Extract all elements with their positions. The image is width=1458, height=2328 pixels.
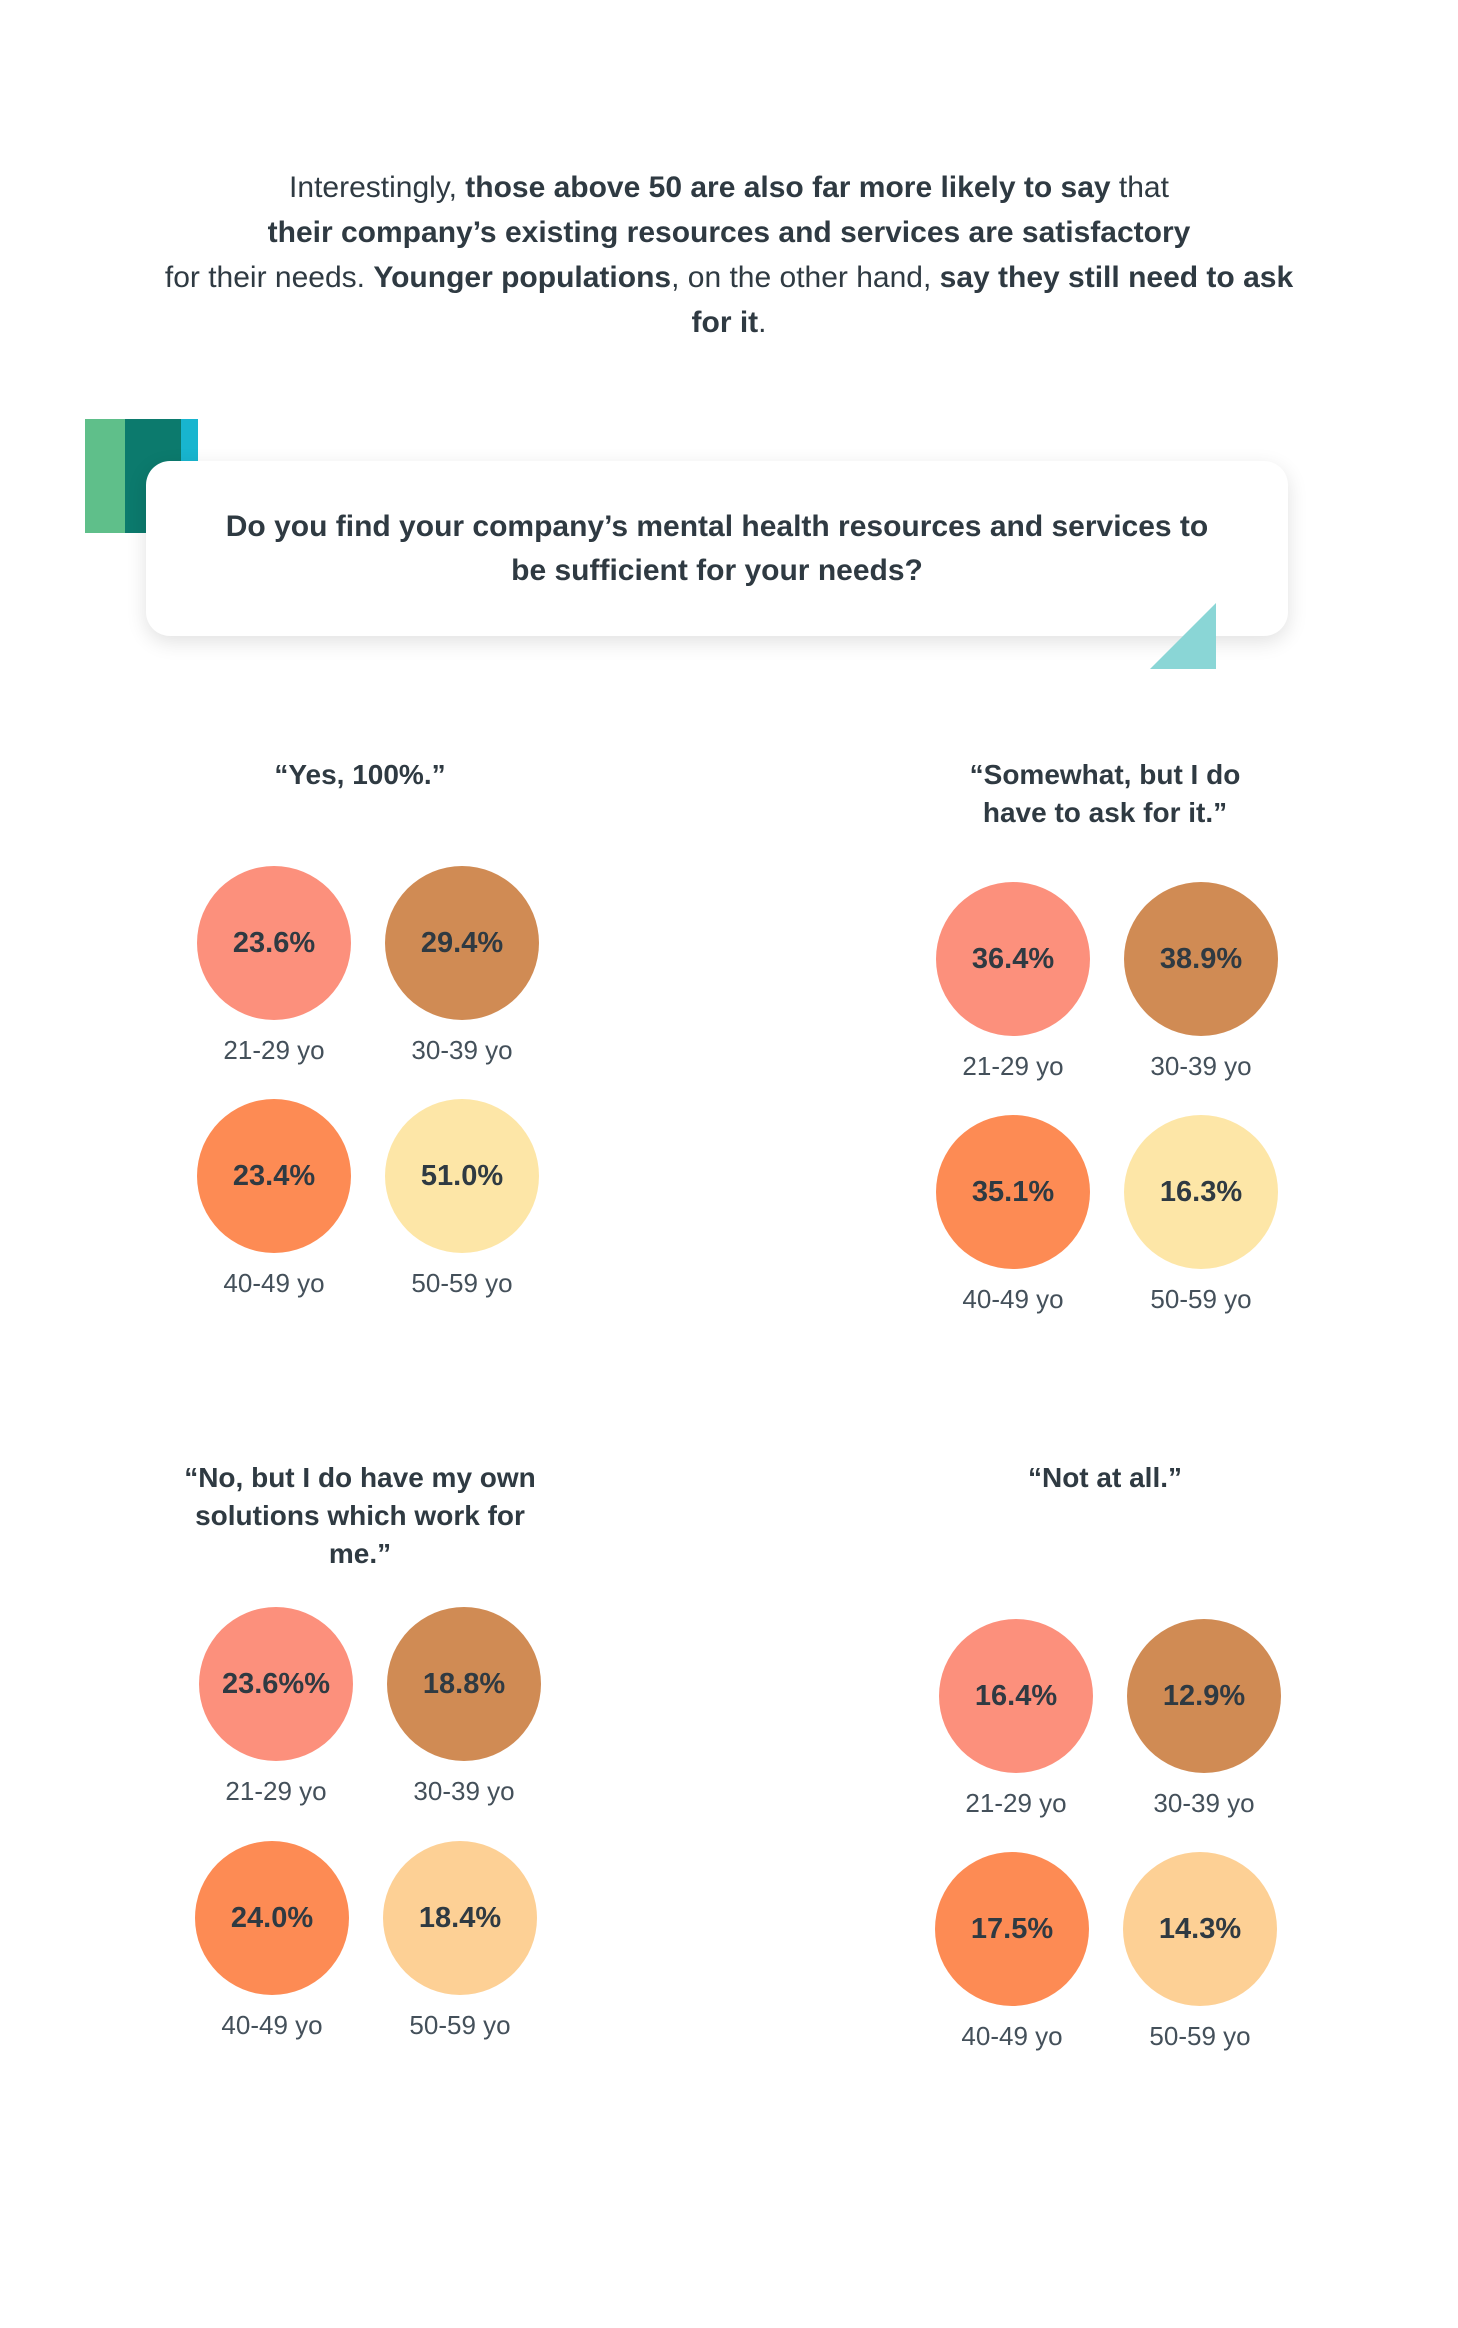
question-text: Do you find your company’s mental health… <box>225 509 1209 587</box>
percent-circle: 18.8% <box>387 1607 541 1761</box>
age-cell-40-49: 17.5% 40-49 yo <box>932 1852 1092 2052</box>
age-label: 21-29 yo <box>223 1035 325 1065</box>
percent-value: 18.8% <box>422 1667 506 1700</box>
percent-circle: 38.9% <box>1124 882 1278 1036</box>
percent-circle: 17.5% <box>935 1852 1089 2006</box>
age-cell-50-59: 14.3% 50-59 yo <box>1120 1852 1280 2052</box>
percent-circle: 23.6% <box>197 866 351 1020</box>
percent-value: 36.4% <box>971 942 1055 975</box>
group-yes: “Yes, 100%.” 23.6% 21-29 yo 29.4% 30-39 … <box>150 756 570 1316</box>
intro-text-4: , on the other hand, <box>671 261 940 294</box>
age-cell-50-59: 18.4% 50-59 yo <box>380 1841 540 2041</box>
age-label: 21-29 yo <box>962 1051 1064 1081</box>
age-cell-30-39: 18.8% 30-39 yo <box>384 1607 544 1807</box>
group-not-at-all: “Not at all.” 16.4% 21-29 yo 12.9% 30-39… <box>895 1459 1315 2059</box>
percent-value: 16.3% <box>1159 1175 1243 1208</box>
age-label: 21-29 yo <box>965 1788 1067 1818</box>
age-label: 40-49 yo <box>221 2010 323 2040</box>
age-cell-40-49: 23.4% 40-49 yo <box>194 1099 354 1299</box>
percent-value: 38.9% <box>1159 942 1243 975</box>
age-label: 40-49 yo <box>962 1284 1064 1314</box>
age-label: 40-49 yo <box>223 1268 325 1298</box>
age-cell-21-29: 36.4% 21-29 yo <box>933 882 1093 1082</box>
percent-value: 23.6% <box>232 926 316 959</box>
percent-circle: 36.4% <box>936 882 1090 1036</box>
intro-text-5: . <box>758 306 767 339</box>
group-own-solutions: “No, but I do have my own solutions whic… <box>150 1459 570 2041</box>
group-title: “No, but I do have my own solutions whic… <box>184 1462 536 1569</box>
intro-text-3: for their needs. <box>164 261 374 294</box>
age-label: 40-49 yo <box>961 2021 1063 2051</box>
percent-value: 24.0% <box>230 1901 314 1934</box>
percent-circle: 23.4% <box>197 1099 351 1253</box>
age-cell-30-39: 38.9% 30-39 yo <box>1121 882 1281 1082</box>
age-label: 30-39 yo <box>1153 1788 1255 1818</box>
age-cell-30-39: 29.4% 30-39 yo <box>382 866 542 1066</box>
percent-circle: 24.0% <box>195 1841 349 1995</box>
age-label: 30-39 yo <box>411 1035 513 1065</box>
age-cell-40-49: 35.1% 40-49 yo <box>933 1115 1093 1315</box>
percent-circle: 16.3% <box>1124 1115 1278 1269</box>
percent-value: 35.1% <box>971 1175 1055 1208</box>
intro-bold-2: their company’s existing resources and s… <box>267 216 1191 249</box>
percent-circle: 18.4% <box>383 1841 537 1995</box>
percent-circle: 35.1% <box>936 1115 1090 1269</box>
percent-circle: 16.4% <box>939 1619 1093 1773</box>
intro-text-2: that <box>1110 171 1169 204</box>
age-cell-30-39: 12.9% 30-39 yo <box>1124 1619 1284 1819</box>
age-cell-50-59: 51.0% 50-59 yo <box>382 1099 542 1299</box>
age-cell-50-59: 16.3% 50-59 yo <box>1121 1115 1281 1315</box>
age-label: 50-59 yo <box>1150 1284 1252 1314</box>
percent-value: 16.4% <box>974 1679 1058 1712</box>
intro-text-1: Interestingly, <box>289 171 466 204</box>
question-card: Do you find your company’s mental health… <box>146 461 1288 636</box>
percent-value: 17.5% <box>970 1912 1054 1945</box>
percent-value: 18.4% <box>418 1901 502 1934</box>
group-title: “Somewhat, but I do have to ask for it.” <box>969 759 1241 828</box>
intro-bold-1: those above 50 are also far more likely … <box>465 171 1111 204</box>
age-label: 30-39 yo <box>1150 1051 1252 1081</box>
age-cell-21-29: 23.6%% 21-29 yo <box>196 1607 356 1807</box>
intro-bold-4: say they still need to ask for it <box>691 261 1294 339</box>
percent-value: 12.9% <box>1162 1679 1246 1712</box>
speech-notch-icon <box>1150 603 1216 669</box>
percent-circle: 23.6%% <box>199 1607 353 1761</box>
percent-circle: 14.3% <box>1123 1852 1277 2006</box>
age-cell-21-29: 23.6% 21-29 yo <box>194 866 354 1066</box>
percent-circle: 51.0% <box>385 1099 539 1253</box>
age-label: 50-59 yo <box>1149 2021 1251 2051</box>
percent-value: 29.4% <box>420 926 504 959</box>
age-label: 21-29 yo <box>225 1776 327 1806</box>
percent-circle: 12.9% <box>1127 1619 1281 1773</box>
age-cell-40-49: 24.0% 40-49 yo <box>192 1841 352 2041</box>
intro-paragraph: Interestingly, those above 50 are also f… <box>150 165 1308 345</box>
decor-bar-green <box>85 419 125 533</box>
percent-value: 23.6%% <box>221 1667 330 1700</box>
group-title: “Not at all.” <box>1027 1462 1182 1493</box>
group-title: “Yes, 100%.” <box>274 759 446 790</box>
percent-circle: 29.4% <box>385 866 539 1020</box>
percent-value: 51.0% <box>420 1159 504 1192</box>
age-label: 50-59 yo <box>409 2010 511 2040</box>
intro-bold-3: Younger populations <box>373 261 672 294</box>
age-cell-21-29: 16.4% 21-29 yo <box>936 1619 1096 1819</box>
group-somewhat: “Somewhat, but I do have to ask for it.”… <box>895 756 1315 1336</box>
percent-value: 23.4% <box>232 1159 316 1192</box>
age-label: 30-39 yo <box>413 1776 515 1806</box>
age-label: 50-59 yo <box>411 1268 513 1298</box>
percent-value: 14.3% <box>1158 1912 1242 1945</box>
